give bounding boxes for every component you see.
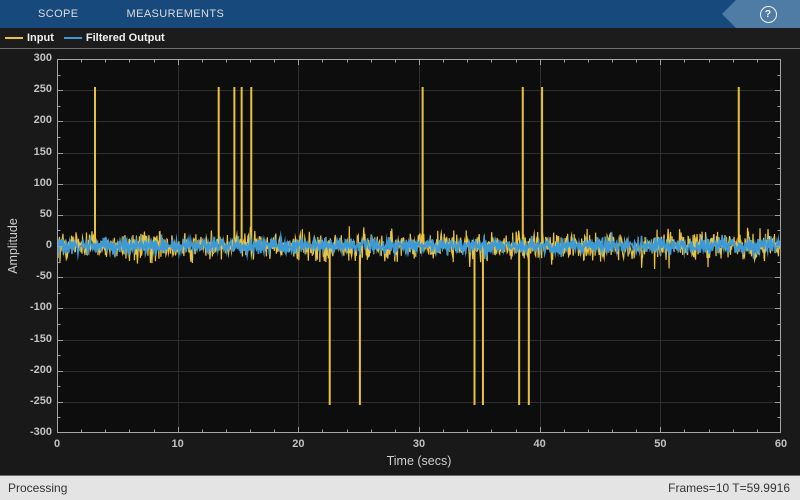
y-tick-label: -200 (29, 363, 52, 376)
y-tick-label: 250 (33, 83, 52, 96)
y-tick-label: 50 (39, 207, 52, 220)
x-tick-label: 20 (292, 438, 305, 450)
y-tick-label: -250 (29, 394, 52, 407)
waveform-canvas[interactable] (57, 59, 781, 433)
status-processing: Processing (8, 481, 68, 495)
x-tick-label: 0 (53, 438, 61, 450)
help-icon: ? (759, 5, 777, 23)
y-tick-label: 150 (33, 145, 52, 158)
legend-item-filtered-output[interactable]: Filtered Output (63, 32, 165, 44)
input-line-swatch (5, 37, 23, 39)
y-tick-label: 0 (45, 239, 52, 251)
legend-item-input[interactable]: Input (5, 32, 54, 44)
x-tick-label: 50 (654, 438, 667, 450)
toolstrip: SCOPE MEASUREMENTS ? (0, 0, 800, 28)
y-tick-label: -150 (29, 332, 52, 345)
legend-label-filtered-output: Filtered Output (85, 32, 165, 44)
y-tick-label: 200 (33, 114, 52, 127)
help-button[interactable]: ? (722, 0, 800, 28)
y-tick-label: -300 (29, 426, 52, 438)
tab-scope[interactable]: SCOPE (38, 8, 79, 20)
filtered-output-line-swatch (63, 37, 82, 39)
x-tick-label: 60 (774, 438, 788, 450)
x-tick-label: 40 (533, 438, 546, 450)
y-tick-label: 300 (33, 52, 52, 64)
x-tick-label: 30 (412, 438, 426, 450)
figure-area: Time (secs) Amplitude 0 10 20 30 40 50 60 -300-… (0, 49, 800, 475)
tab-measurements[interactable]: MEASUREMENTS (126, 8, 225, 20)
status-frames-time: Frames=10 T=59.9916 (668, 481, 790, 495)
x-tick-label: 10 (171, 438, 184, 450)
legend-bar: Input Filtered Output (0, 28, 800, 49)
x-axis-label: Time (secs) (386, 454, 452, 468)
status-bar: Processing Frames=10 T=59.9916 (0, 475, 800, 500)
y-tick-label: -100 (29, 301, 52, 314)
y-tick-label: -50 (36, 270, 52, 283)
legend-label-input: Input (27, 32, 54, 44)
y-tick-label: 100 (33, 176, 52, 189)
